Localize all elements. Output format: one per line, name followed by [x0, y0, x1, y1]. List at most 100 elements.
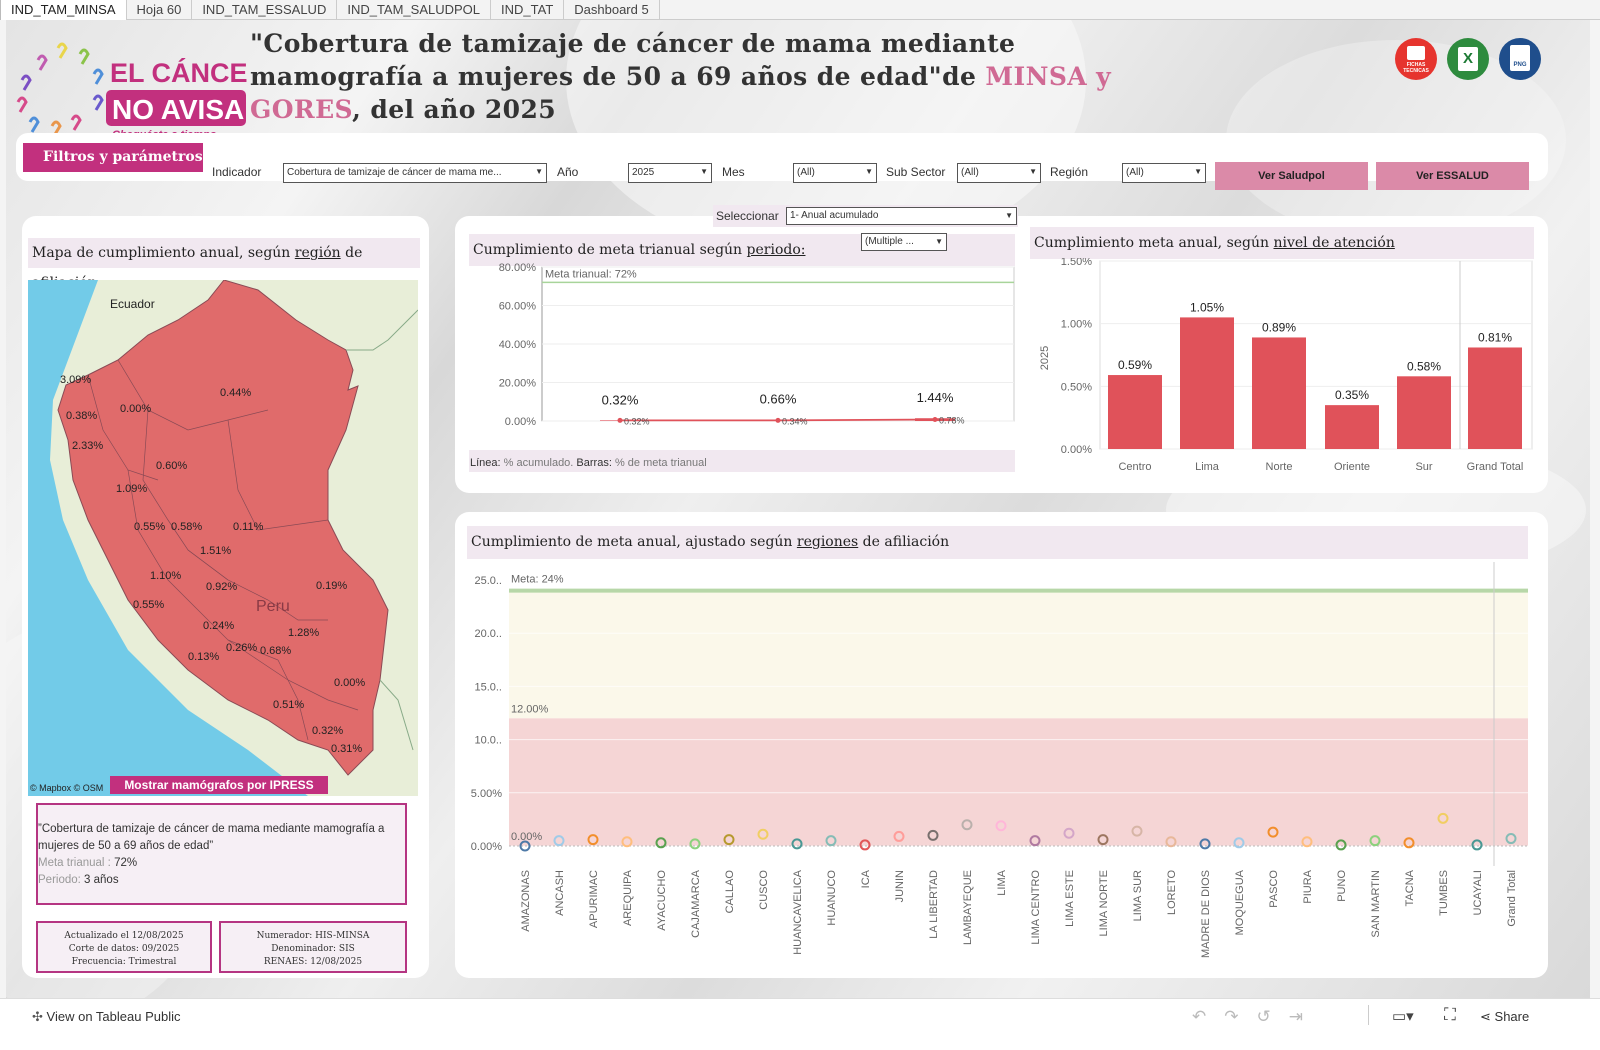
region-value-label: 0.11% — [233, 521, 264, 533]
indicator-info-box: ”Cobertura de tamizaje de cáncer de mama… — [36, 803, 407, 905]
region-value-label: 0.32% — [312, 725, 344, 737]
title-highlight: MINSA y GORES — [250, 62, 1112, 124]
regiones-x-tick: PASCO — [1268, 870, 1280, 908]
border-line-north — [346, 309, 418, 351]
nivel-bar — [1325, 405, 1379, 449]
excel-icon[interactable]: X — [1447, 38, 1489, 80]
nivel-y-tick: 0.50% — [1061, 381, 1092, 393]
redo-icon[interactable]: ↷ — [1224, 1007, 1257, 1026]
fullscreen-icon[interactable]: ⛶ — [1444, 1005, 1456, 1024]
logo-banner — [106, 90, 246, 126]
view-on-tableau-link[interactable]: ✣ View on Tableau Public — [32, 1009, 180, 1025]
region-value-label: 0.19% — [316, 580, 348, 592]
regiones-yellow-band — [509, 590, 1528, 719]
regiones-header: Cumplimiento de meta anual, ajustado seg… — [467, 526, 1528, 559]
tab-hoja-60[interactable]: Hoja 60 — [127, 0, 193, 20]
nivel-bar — [1397, 376, 1451, 449]
peru-territory — [57, 280, 389, 776]
anio-select[interactable]: 2025 — [628, 163, 712, 183]
nivel-bar-label: 0.89% — [1262, 320, 1296, 334]
regiones-y-tick: 10.0.. — [474, 735, 502, 747]
indicador-select[interactable]: Cobertura de tamizaje de cáncer de mama … — [283, 163, 547, 183]
nivel-x-tick: Norte — [1266, 461, 1293, 473]
regiones-header-pre: Cumplimiento de meta anual, ajustado seg… — [471, 534, 797, 550]
dashboard-title: "Cobertura de tamizaje de cáncer de mama… — [250, 27, 1130, 126]
map-header-link[interactable]: región — [294, 245, 341, 261]
nivel-chart: 0.00% 0.50% 1.00% 1.50% 2025 0.59% Centro 1.05%… — [1039, 258, 1533, 473]
tab-ind-tam-saludpol[interactable]: IND_TAM_SALUDPOL — [337, 0, 492, 20]
region-label: Región — [1050, 165, 1089, 179]
regiones-y-tick: 25.0.. — [474, 575, 502, 587]
regiones-point — [1063, 827, 1075, 839]
note-barras: Barras: — [576, 457, 612, 469]
trianual-header-link[interactable]: periodo: — [746, 242, 806, 258]
revert-icon[interactable]: ↺ — [1256, 1007, 1289, 1026]
trianual-y-tick: 0.00% — [505, 416, 536, 428]
nivel-bar — [1252, 337, 1306, 449]
nivel-header-link[interactable]: nivel de atención — [1273, 235, 1395, 251]
note-linea: Línea: — [470, 457, 501, 469]
view-on-tableau-label: View on Tableau Public — [46, 1009, 181, 1024]
region-value-label: 0.38% — [66, 410, 98, 422]
regiones-x-tick: ICA — [860, 869, 872, 888]
refresh-icon[interactable]: ⇥ — [1288, 1007, 1321, 1026]
region-value-label: 0.26% — [226, 642, 258, 654]
trianual-bar-label: 1.44% — [917, 390, 954, 405]
ecuador-label: Ecuador — [110, 297, 155, 311]
tab-ind-tat[interactable]: IND_TAT — [491, 0, 565, 20]
nivel-y-label: 2025 — [1039, 346, 1051, 370]
trianual-point — [932, 416, 938, 422]
regiones-x-tick: AYACUCHO — [656, 870, 668, 931]
fichas-tecnicas-icon[interactable]: FICHAS TECNICAS — [1395, 38, 1437, 80]
regiones-point — [1029, 835, 1041, 847]
peru-region-map[interactable]: Ecuador Peru 3.09% 0.38% 0.00% 2.33% 0.44% 0.… — [28, 280, 418, 796]
regiones-point — [927, 829, 939, 841]
mes-select[interactable]: (All) — [793, 163, 877, 183]
info-meta-value: 72% — [114, 857, 138, 869]
excel-label: X — [1458, 47, 1478, 71]
ocean-area — [28, 280, 308, 796]
tab-ind-tam-essalud[interactable]: IND_TAM_ESSALUD — [192, 0, 338, 20]
region-value-label: 1.28% — [288, 627, 320, 639]
frecuencia-text: Frecuencia: Trimestral — [71, 957, 177, 967]
device-layout-icon[interactable]: ▭▾ — [1392, 1008, 1414, 1025]
regiones-x-tick: TACNA — [1404, 869, 1416, 906]
tab-ind-tam-minsa[interactable]: IND_TAM_MINSA — [0, 0, 127, 20]
seleccionar-select[interactable]: 1- Anual acumulado — [786, 207, 1017, 225]
region-select[interactable]: (All) — [1122, 163, 1206, 183]
trianual-y-tick: 60.00% — [499, 301, 537, 313]
note-meta: % de meta trianual — [611, 457, 707, 469]
regiones-point — [1301, 836, 1313, 848]
regiones-x-tick: UCAYALI — [1472, 870, 1484, 915]
nivel-bar — [1468, 347, 1522, 449]
nivel-x-tick: Oriente — [1334, 461, 1370, 473]
regiones-x-tick: LIMA SUR — [1132, 870, 1144, 921]
subsector-select[interactable]: (All) — [957, 163, 1041, 183]
regiones-header-link[interactable]: regiones — [796, 534, 859, 550]
regiones-x-tick: AREQUIPA — [622, 869, 634, 926]
nivel-bar — [1180, 317, 1234, 449]
regiones-x-tick: LIMA — [996, 869, 1008, 895]
periodo-multiple-select[interactable]: (Multiple ... — [861, 233, 947, 251]
tab-dashboard-5[interactable]: Dashboard 5 — [564, 0, 660, 20]
regiones-x-tick: HUANCAVELICA — [792, 869, 804, 954]
mostrar-mamografos-button[interactable]: Mostrar mamógrafos por IPRESS — [110, 776, 328, 794]
ver-saludpol-button[interactable]: Ver Saludpol — [1215, 162, 1368, 190]
region-value-label: 0.24% — [203, 620, 235, 632]
info-meta-label: Meta trianual : — [38, 857, 111, 869]
share-button[interactable]: ⋖ Share — [1480, 1009, 1529, 1025]
ver-essalud-button[interactable]: Ver ESSALUD — [1376, 162, 1529, 190]
regiones-point — [519, 840, 531, 852]
logo-line1: EL CÁNCER — [110, 57, 248, 88]
trianual-line-label: 0.78% — [939, 415, 965, 425]
undo-icon[interactable]: ↶ — [1192, 1007, 1225, 1026]
map-header: Mapa de cumplimiento anual, según región… — [28, 238, 420, 291]
png-icon[interactable]: PNG — [1499, 38, 1541, 80]
map-header-pre: Mapa de cumplimiento anual, según — [32, 245, 295, 261]
title-part2: , del año 2025 — [352, 95, 557, 124]
map-attribution[interactable]: © Mapbox © OSM — [30, 783, 104, 793]
regiones-x-tick: APURIMAC — [588, 870, 600, 928]
subsector-label: Sub Sector — [886, 165, 946, 179]
regiones-band-label: 12.00% — [511, 703, 549, 715]
numerador-text: Numerador: HIS-MINSA — [256, 931, 370, 941]
